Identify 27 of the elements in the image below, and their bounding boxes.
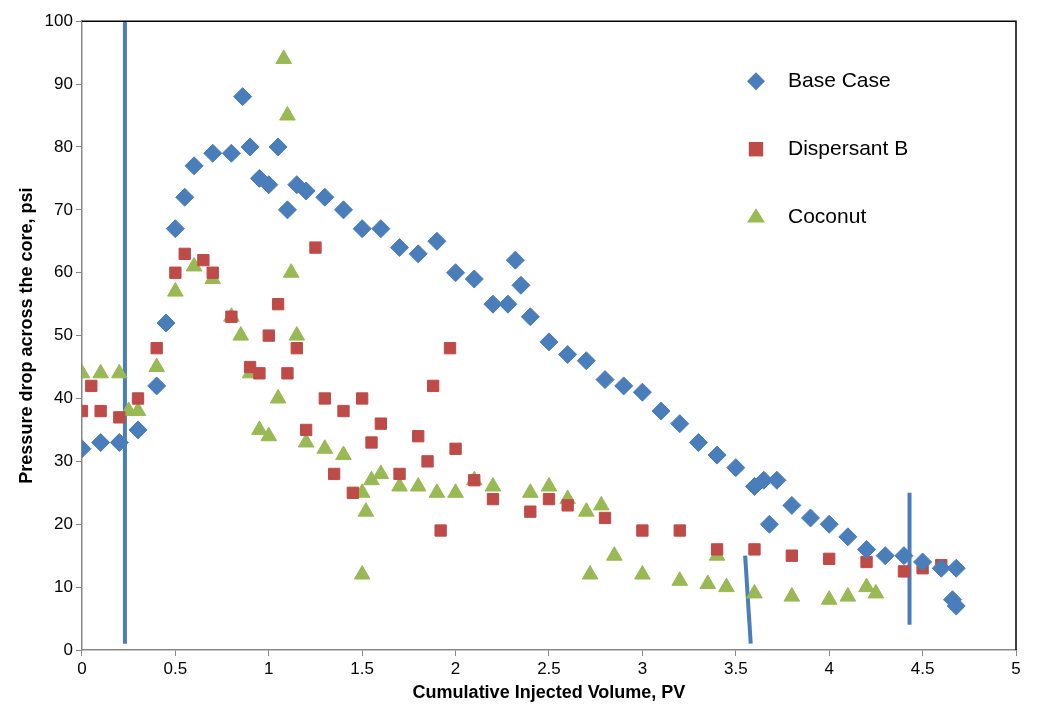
x-tick-label: 2 <box>450 658 461 678</box>
x-tick-label: 2.5 <box>537 658 561 678</box>
legend-label: Coconut <box>788 204 867 227</box>
y-tick-label: 100 <box>44 10 73 30</box>
x-tick-label: 1 <box>264 658 274 678</box>
y-tick-label: 70 <box>54 199 73 219</box>
y-tick-label: 20 <box>54 513 73 533</box>
y-tick-label: 80 <box>54 136 73 156</box>
x-tick-label: 5 <box>1011 658 1021 678</box>
x-tick-label: 3 <box>637 658 648 678</box>
y-tick-label: 60 <box>54 262 73 282</box>
y-axis-title: Pressure drop across the core, psi <box>15 187 36 484</box>
x-tick-label: 0 <box>77 658 87 678</box>
x-tick-label: 0.5 <box>163 658 188 678</box>
x-tick-label: 3.5 <box>723 658 748 678</box>
y-tick-label: 50 <box>54 325 73 345</box>
x-tick-label: 4.5 <box>910 658 935 678</box>
y-tick-label: 90 <box>54 73 73 93</box>
x-tick-label: 1.5 <box>350 658 374 678</box>
legend-label: Base Case <box>788 68 891 91</box>
x-tick-label: 4 <box>824 658 834 678</box>
x-axis-title: Cumulative Injected Volume, PV <box>412 682 686 703</box>
y-tick-label: 10 <box>54 576 73 596</box>
legend-label: Dispersant B <box>788 136 909 159</box>
y-tick-label: 30 <box>54 451 73 471</box>
y-tick-label: 40 <box>54 388 73 408</box>
y-tick-label: 0 <box>63 639 73 659</box>
